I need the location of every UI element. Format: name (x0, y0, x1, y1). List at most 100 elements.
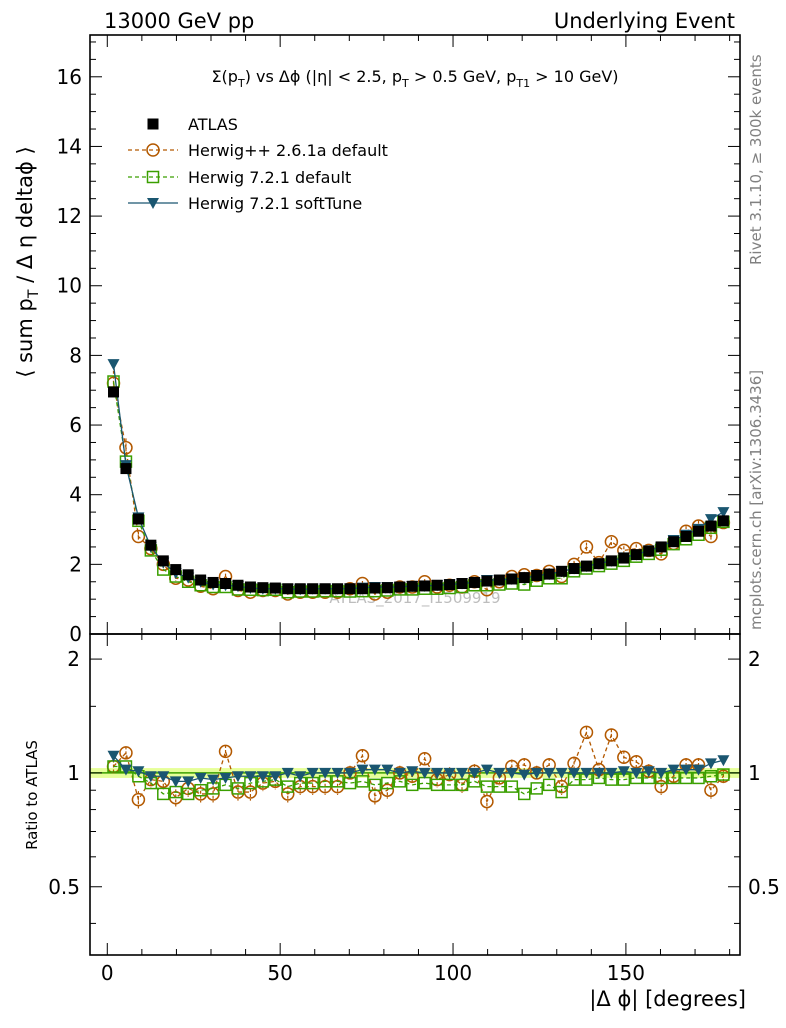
legend-marker-atlas (147, 118, 159, 130)
data-point-atlas (145, 539, 157, 551)
ratio-point-herwig721 (704, 769, 718, 783)
data-point-atlas (630, 549, 642, 561)
y-tick-label: 2 (69, 552, 82, 576)
ratio-point-herwigpp (218, 744, 233, 759)
ratio-point-softtune (194, 772, 207, 784)
data-point-atlas (282, 583, 294, 595)
ratio-point-herwigpp (654, 779, 668, 794)
data-point-atlas (207, 576, 219, 588)
data-point-atlas (257, 582, 269, 594)
data-point-atlas (531, 569, 543, 581)
ratio-point-herwig721 (181, 787, 195, 801)
data-point-atlas (543, 568, 555, 580)
data-point-atlas (344, 583, 356, 595)
ratio-point-herwig721 (368, 778, 382, 792)
data-point-atlas (556, 565, 568, 577)
ratio-point-herwig721 (542, 778, 556, 792)
ratio-point-softtune (294, 771, 307, 783)
ratio-point-herwigpp (355, 749, 370, 763)
ratio-point-softtune (555, 767, 568, 779)
data-point-atlas (680, 530, 692, 542)
data-point-atlas (195, 574, 207, 586)
ratio-point-softtune (169, 776, 182, 788)
x-tick-label: 100 (434, 961, 472, 985)
ratio-panel: 0.5 0.5 1 1 2 2 0 50 100 150 (48, 633, 780, 985)
ratio-point-softtune (568, 767, 581, 779)
y-tick-label: 8 (69, 343, 82, 367)
data-point-atlas (431, 579, 443, 591)
data-point-atlas (481, 575, 493, 587)
plot-title: Σ(pT) vs Δϕ (|η| < 2.5, pT > 0.5 GeV, pT… (211, 67, 618, 90)
ratio-point-herwig721 (480, 780, 494, 793)
ratio-point-softtune (182, 776, 195, 788)
legend-label: Herwig 7.2.1 default (188, 168, 351, 187)
y-tick-label: 4 (69, 483, 82, 507)
legend-label: Herwig++ 2.6.1a default (188, 141, 388, 160)
ratio-series-softtune (107, 750, 730, 788)
ratio-point-softtune (418, 767, 431, 779)
data-point-atlas (643, 545, 655, 557)
ratio-point-herwigpp (119, 746, 133, 760)
ratio-point-softtune (518, 769, 531, 781)
ratio-point-softtune (132, 766, 145, 778)
data-point-atlas (493, 574, 505, 586)
ratio-point-herwigpp (243, 785, 258, 799)
ratio-point-softtune (655, 767, 668, 779)
ratio-point-herwig721 (157, 787, 170, 801)
ratio-point-herwigpp (480, 794, 494, 809)
ratio-y-tick-label: 1 (67, 761, 80, 785)
data-point-atlas (120, 463, 132, 475)
ratio-point-softtune (393, 767, 406, 779)
data-point-atlas (568, 563, 580, 575)
legend-marker-herwig721 (146, 170, 160, 184)
data-point-atlas (468, 576, 480, 588)
series-atlas (108, 386, 729, 595)
ratio-y-axis-label: Ratio to ATLAS (23, 740, 41, 850)
ratio-point-herwig721 (555, 785, 568, 799)
ratio-point-softtune (680, 764, 693, 776)
legend-entry-atlas: ATLAS (147, 115, 238, 134)
ratio-line-herwigpp (113, 730, 724, 804)
ratio-point-softtune (431, 767, 444, 779)
ratio-point-herwig721 (356, 775, 369, 788)
data-point-atlas (668, 536, 680, 548)
data-point-atlas (456, 578, 468, 590)
ratio-point-herwigpp (380, 783, 395, 797)
ratio-point-softtune (692, 764, 705, 776)
ratio-point-softtune (368, 764, 381, 776)
ratio-point-softtune (331, 767, 344, 779)
header-right: Underlying Event (554, 9, 735, 33)
ratio-point-herwig721 (717, 768, 730, 781)
y-tick-label: 0 (69, 622, 82, 646)
y-tick-label: 10 (57, 274, 82, 298)
ratio-y-tick-label-right: 1 (748, 761, 761, 785)
data-point-atlas (618, 552, 630, 564)
data-point-softtune (704, 514, 717, 526)
data-point-atlas (394, 581, 406, 593)
ratio-y-tick-label: 2 (67, 647, 80, 671)
data-point-atlas (132, 513, 144, 525)
ratio-point-softtune (580, 767, 593, 779)
ratio-point-herwig721 (281, 780, 295, 793)
data-point-atlas (406, 580, 418, 592)
ratio-point-softtune (356, 764, 369, 776)
ratio-point-herwig721 (381, 776, 394, 790)
ratio-point-softtune (244, 771, 257, 783)
data-point-atlas (220, 578, 232, 590)
ratio-point-softtune (144, 771, 157, 783)
data-point-atlas (717, 515, 729, 527)
legend-marker-herwigpp (146, 143, 160, 157)
data-point-atlas (157, 555, 169, 567)
data-point-herwigpp (131, 529, 146, 544)
data-point-atlas (518, 572, 530, 584)
ratio-point-herwigpp (281, 787, 295, 801)
ratio-point-softtune (381, 764, 394, 776)
ratio-point-herwig721 (405, 778, 419, 792)
ratio-point-softtune (667, 764, 680, 776)
ratio-point-softtune (219, 772, 232, 784)
data-point-atlas (593, 558, 605, 570)
main-panel: 0 2 4 6 8 10 12 14 16 ATLAS_2017_I1509919 (57, 34, 741, 646)
ratio-point-herwig721 (443, 778, 456, 792)
